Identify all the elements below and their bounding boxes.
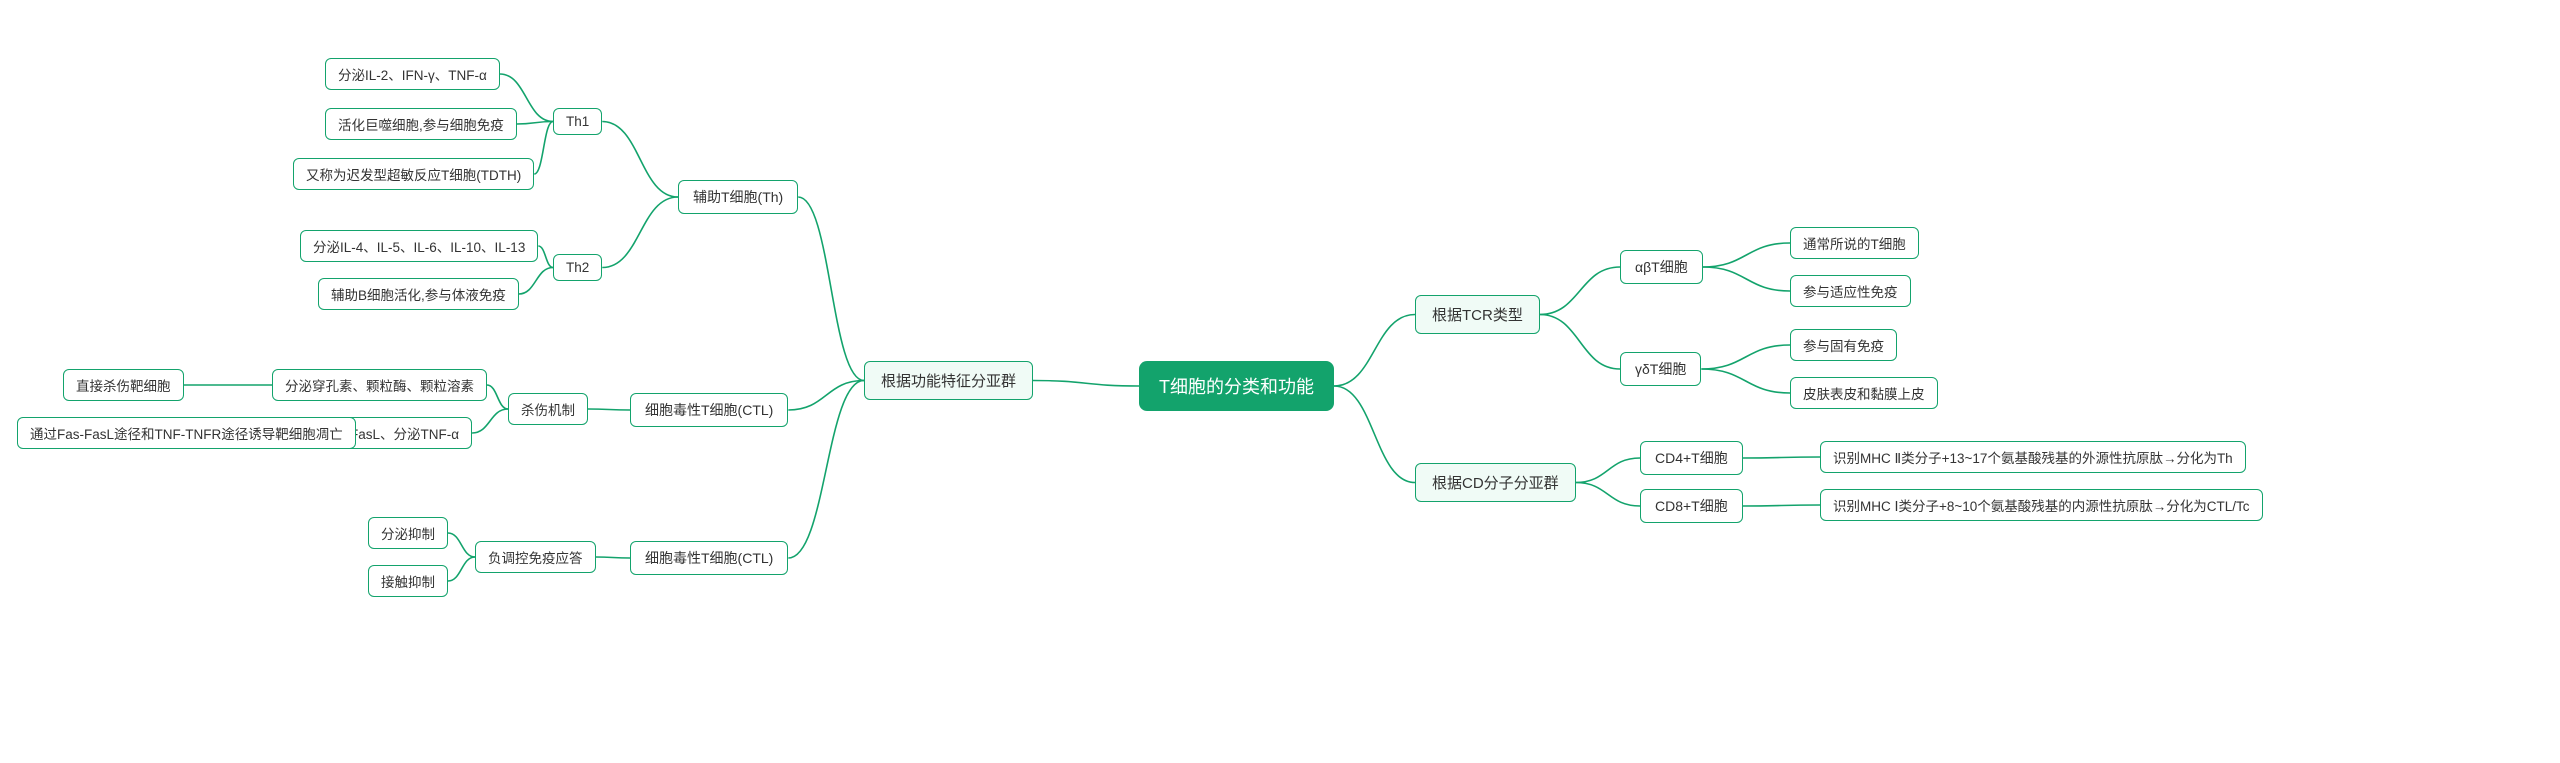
edge-la-la1 bbox=[602, 122, 678, 198]
mindmap-node-r1a2: 参与适应性免疫 bbox=[1790, 275, 1911, 307]
mindmap-node-r1b: γδT细胞 bbox=[1620, 352, 1701, 386]
edge-la2-la2a bbox=[538, 246, 553, 268]
edge-la2-la2b bbox=[519, 268, 553, 295]
mindmap-node-r1a: αβT细胞 bbox=[1620, 250, 1703, 284]
edge-root-r1 bbox=[1334, 315, 1415, 387]
mindmap-node-lb1a: 分泌穿孔素、颗粒酶、颗粒溶素 bbox=[272, 369, 487, 401]
mindmap-node-root: T细胞的分类和功能 bbox=[1139, 361, 1334, 411]
mindmap-node-l: 根据功能特征分亚群 bbox=[864, 361, 1033, 400]
mindmap-node-lc1a: 分泌抑制 bbox=[368, 517, 448, 549]
edge-lb1-lb1a bbox=[487, 385, 508, 409]
edge-lb-lb1 bbox=[588, 409, 630, 410]
edge-root-r2 bbox=[1334, 386, 1415, 483]
edge-la-la2 bbox=[602, 197, 678, 268]
edge-l-lb bbox=[788, 381, 864, 411]
edge-r2b-r2b1 bbox=[1743, 505, 1820, 506]
edge-r2-r2a bbox=[1576, 458, 1640, 483]
mindmap-node-lc1b: 接触抑制 bbox=[368, 565, 448, 597]
mindmap-node-r1b2: 皮肤表皮和黏膜上皮 bbox=[1790, 377, 1938, 409]
edge-lc-lc1 bbox=[596, 557, 631, 558]
mindmap-node-la1b: 活化巨噬细胞,参与细胞免疫 bbox=[325, 108, 517, 140]
edge-r1-r1a bbox=[1540, 267, 1620, 315]
mindmap-node-lc: 细胞毒性T细胞(CTL) bbox=[630, 541, 788, 575]
mindmap-node-r1: 根据TCR类型 bbox=[1415, 295, 1540, 334]
mindmap-node-r2a1: 识别MHC Ⅱ类分子+13~17个氨基酸残基的外源性抗原肽→分化为Th bbox=[1820, 441, 2246, 473]
edge-r1b-r1b2 bbox=[1701, 369, 1790, 393]
mindmap-node-r2: 根据CD分子分亚群 bbox=[1415, 463, 1576, 502]
edge-l-la bbox=[798, 197, 864, 381]
mindmap-node-lc1: 负调控免疫应答 bbox=[475, 541, 596, 573]
edge-l-lc bbox=[788, 381, 864, 559]
edge-r2a-r2a1 bbox=[1743, 457, 1820, 458]
mindmap-node-la2b: 辅助B细胞活化,参与体液免疫 bbox=[318, 278, 519, 310]
mindmap-node-la: 辅助T细胞(Th) bbox=[678, 180, 798, 214]
edge-r2-r2b bbox=[1576, 483, 1640, 507]
mindmap-node-la1c: 又称为迟发型超敏反应T细胞(TDTH) bbox=[293, 158, 534, 190]
edge-la1-la1b bbox=[517, 122, 553, 125]
edge-r1a-r1a2 bbox=[1703, 267, 1790, 291]
mindmap-node-r1b1: 参与固有免疫 bbox=[1790, 329, 1897, 361]
mindmap-node-lb: 细胞毒性T细胞(CTL) bbox=[630, 393, 788, 427]
edge-lb1-lb1b bbox=[472, 409, 508, 433]
edge-r1a-r1a1 bbox=[1703, 243, 1790, 267]
mindmap-node-la1: Th1 bbox=[553, 108, 602, 135]
mindmap-node-lb1b1: 通过Fas-FasL途径和TNF-TNFR途径诱导靶细胞凋亡 bbox=[17, 417, 356, 449]
edge-r1b-r1b1 bbox=[1701, 345, 1790, 369]
mindmap-node-lb1: 杀伤机制 bbox=[508, 393, 588, 425]
mindmap-node-lb1a1: 直接杀伤靶细胞 bbox=[63, 369, 184, 401]
mindmap-node-r2a: CD4+T细胞 bbox=[1640, 441, 1743, 475]
mindmap-node-la2a: 分泌IL-4、IL-5、IL-6、IL-10、IL-13 bbox=[300, 230, 538, 262]
edge-la1-la1c bbox=[534, 122, 553, 175]
mindmap-node-la2: Th2 bbox=[553, 254, 602, 281]
mindmap-node-r2b: CD8+T细胞 bbox=[1640, 489, 1743, 523]
edge-lc1-lc1a bbox=[448, 533, 475, 557]
edge-root-l bbox=[1033, 381, 1139, 387]
edge-r1-r1b bbox=[1540, 315, 1620, 370]
mindmap-node-la1a: 分泌IL-2、IFN-γ、TNF-α bbox=[325, 58, 500, 90]
mindmap-node-r1a1: 通常所说的T细胞 bbox=[1790, 227, 1919, 259]
edge-lc1-lc1b bbox=[448, 557, 475, 581]
mindmap-node-r2b1: 识别MHC Ⅰ类分子+8~10个氨基酸残基的内源性抗原肽→分化为CTL/Tc bbox=[1820, 489, 2263, 521]
